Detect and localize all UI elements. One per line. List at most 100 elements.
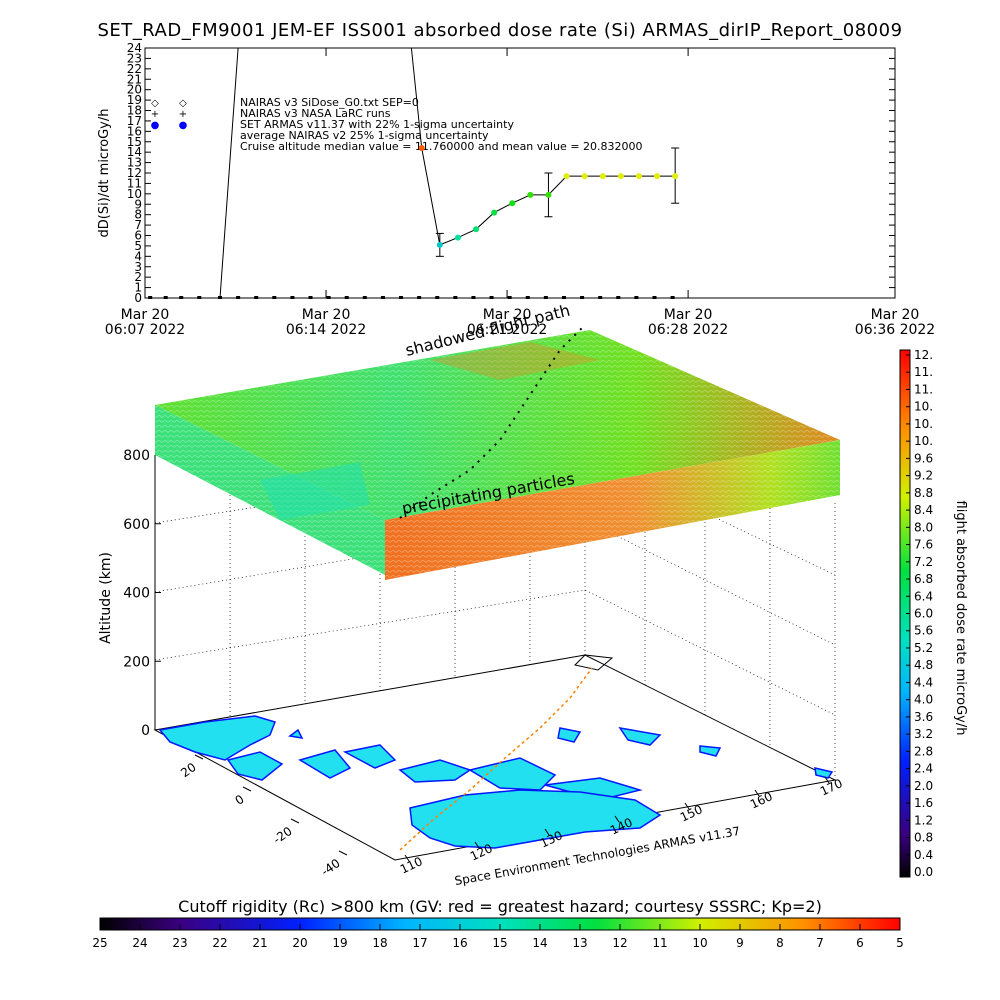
baseline-marker bbox=[543, 296, 548, 299]
latitude-tick-mark bbox=[290, 818, 300, 824]
map-floor bbox=[153, 654, 837, 861]
dose-colorbar-ticks: 12. 11. 11. 10. 10. 10. 9.6 9.2 8.8 8.4 8.0 7.6 7.2 6… bbox=[906, 348, 933, 879]
rigidity-colorbar-tick-label: 14 bbox=[532, 936, 547, 950]
rigidity-colorbar-label: Cutoff rigidity (Rc) >800 km (GV: red = … bbox=[178, 897, 822, 916]
altitude-tick-label: 0 bbox=[141, 723, 150, 739]
dose-colorbar-tick-label: 9.2 bbox=[914, 469, 933, 483]
dose-colorbar-tick-label: 6.0 bbox=[914, 607, 933, 621]
y-tick-label: 11 bbox=[127, 176, 142, 190]
baseline-marker bbox=[290, 296, 295, 299]
chart-title: SET_RAD_FM9001 JEM-EF ISS001 absorbed do… bbox=[97, 20, 903, 41]
altitude-tick-label: 400 bbox=[123, 586, 150, 602]
latitude-tick-label: -20 bbox=[271, 824, 295, 847]
data-marker bbox=[581, 173, 588, 180]
rigidity-colorbar-tick-label: 15 bbox=[492, 936, 507, 950]
legend-symbol-right: + bbox=[179, 109, 187, 120]
rigidity-colorbar-tick-label: 24 bbox=[132, 936, 147, 950]
rigidity-colorbar-tick-label: 16 bbox=[452, 936, 467, 950]
dose-colorbar-tick-label: 1.2 bbox=[914, 813, 933, 827]
baseline-marker bbox=[236, 296, 241, 299]
latitude-tick-label: 20 bbox=[178, 760, 199, 780]
dose-colorbar-tick-label: 10. bbox=[914, 434, 933, 448]
baseline-marker bbox=[399, 296, 404, 299]
longitude-tick-mark bbox=[684, 802, 690, 810]
dose-colorbar-tick-label: 2.4 bbox=[914, 762, 933, 776]
latitude-tick-mark bbox=[338, 850, 348, 856]
legend-symbol-right: ● bbox=[179, 120, 188, 131]
longitude-tick-mark bbox=[614, 815, 620, 823]
x-tick-date: Mar 20 bbox=[871, 307, 920, 323]
dose-colorbar-tick-label: 3.6 bbox=[914, 710, 933, 724]
data-marker bbox=[527, 191, 534, 198]
data-markers bbox=[418, 145, 679, 248]
baseline-marker bbox=[616, 296, 621, 299]
dose-colorbar-tick-label: 0.0 bbox=[914, 865, 933, 879]
baseline-marker bbox=[326, 296, 331, 299]
altitude-tick-label: 800 bbox=[123, 448, 150, 464]
dose-colorbar-tick-label: 12. bbox=[914, 348, 933, 362]
rigidity-colorbar-tick-label: 23 bbox=[172, 936, 187, 950]
x-tick-date: Mar 20 bbox=[664, 307, 713, 323]
rigidity-colorbar-tick-label: 21 bbox=[252, 936, 267, 950]
data-marker bbox=[563, 173, 570, 180]
dose-colorbar-tick-label: 7.2 bbox=[914, 555, 933, 569]
armas-series-line bbox=[150, 47, 676, 299]
baseline-marker bbox=[197, 296, 202, 299]
y-tick-label: 20 bbox=[127, 83, 142, 97]
legend-entry: SET ARMAS v11.37 with 22% 1-sigma uncert… bbox=[240, 118, 514, 131]
rigidity-colorbar-tick-label: 18 bbox=[372, 936, 387, 950]
longitude-tick-mark bbox=[404, 854, 410, 862]
data-marker bbox=[672, 173, 679, 180]
x-tick-time: 06:07 2022 bbox=[105, 322, 185, 338]
y-tick-label: 3 bbox=[134, 260, 142, 274]
dose-colorbar-tick-label: 4.0 bbox=[914, 693, 933, 707]
latitude-tick-label: -40 bbox=[319, 856, 343, 879]
dose-colorbar-tick-label: 7.6 bbox=[914, 538, 933, 552]
baseline-marker bbox=[179, 296, 184, 299]
baseline-marker bbox=[471, 296, 476, 299]
dose-colorbar-label: flight absorbed dose rate microGy/h bbox=[953, 501, 968, 736]
plot-frame bbox=[144, 47, 896, 299]
landmass-shapes bbox=[158, 715, 834, 849]
baseline-marker bbox=[163, 296, 168, 299]
rigidity-colorbar-tick-label: 10 bbox=[692, 936, 707, 950]
dose-colorbar-tick-label: 0.4 bbox=[914, 848, 933, 862]
rigidity-colorbar-tick-label: 17 bbox=[412, 936, 427, 950]
dose-colorbar-tick-label: 5.2 bbox=[914, 641, 933, 655]
dose-colorbar-tick-label: 2.0 bbox=[914, 779, 933, 793]
y-tick-label: 8 bbox=[134, 208, 142, 222]
baseline-marker bbox=[308, 296, 313, 299]
altitude-axis-label: Altitude (km) bbox=[98, 552, 114, 644]
latitude-tick-label: 0 bbox=[232, 792, 246, 808]
y-tick-label: 15 bbox=[127, 135, 142, 149]
rigidity-colorbar: Cutoff rigidity (Rc) >800 km (GV: red = … bbox=[92, 897, 903, 950]
legend-symbol-left: + bbox=[151, 109, 159, 120]
baseline-marker bbox=[525, 296, 530, 299]
dose-colorbar-tick-label: 11. bbox=[914, 365, 933, 379]
x-tick-date: Mar 20 bbox=[302, 307, 351, 323]
data-marker bbox=[654, 173, 661, 180]
y-tick-label: 10 bbox=[127, 187, 142, 201]
ground-track bbox=[399, 667, 593, 851]
y-tick-label: 18 bbox=[127, 104, 142, 118]
rigidity-colorbar-tick-label: 7 bbox=[816, 936, 824, 950]
dose-colorbar-tick-label: 4.8 bbox=[914, 658, 933, 672]
altitude-tick-label: 600 bbox=[123, 517, 150, 533]
x-tick-time: 06:36 2022 bbox=[855, 322, 935, 338]
legend-entry: average NAIRAS v2 25% 1-sigma uncertaint… bbox=[240, 129, 489, 142]
dose-colorbar-tick-label: 10. bbox=[914, 400, 933, 414]
dose-colorbar-tick-label: 6.8 bbox=[914, 572, 933, 586]
y-tick-label: 5 bbox=[134, 239, 142, 253]
latitude-tick-mark bbox=[242, 786, 252, 792]
y-tick-label: 2 bbox=[134, 270, 142, 284]
y-tick-label: 1 bbox=[134, 281, 142, 295]
error-bars bbox=[435, 147, 680, 257]
baseline-marker bbox=[580, 296, 585, 299]
baseline-marker bbox=[417, 296, 422, 299]
y-tick-label: 24 bbox=[127, 41, 142, 55]
longitude-tick-mark bbox=[474, 841, 480, 849]
rigidity-colorbar-tick-label: 22 bbox=[212, 936, 227, 950]
data-marker bbox=[436, 241, 443, 248]
baseline-marker bbox=[507, 296, 512, 299]
